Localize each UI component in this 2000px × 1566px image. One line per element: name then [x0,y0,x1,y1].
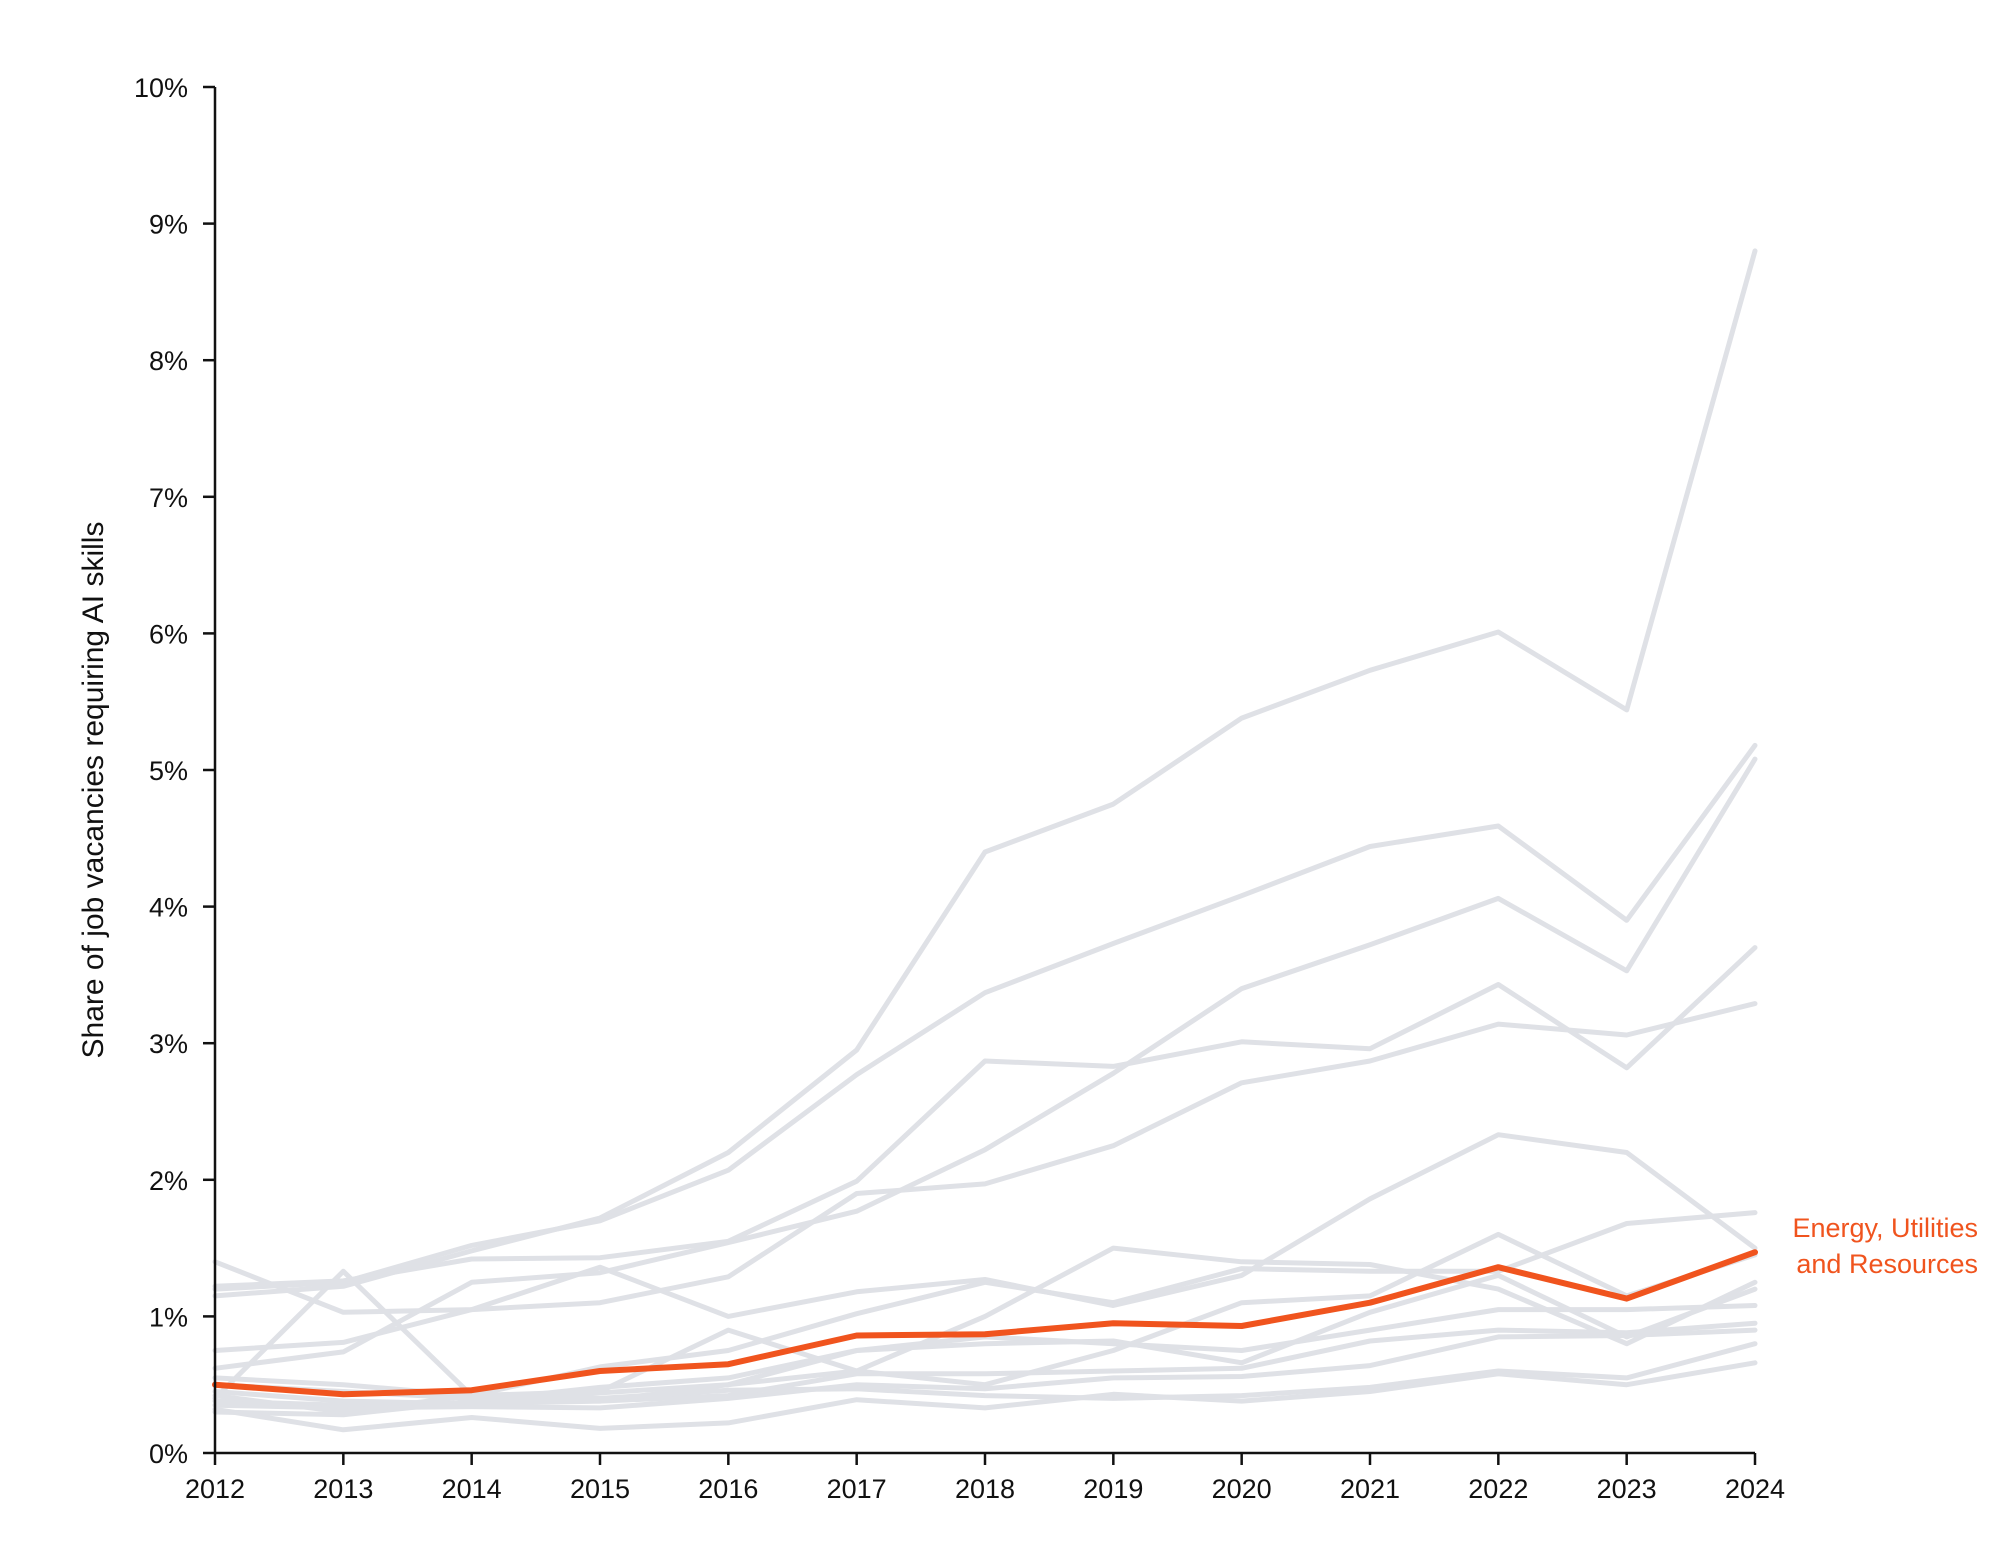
y-tick-label: 0% [149,1439,188,1469]
background-series-line-5 [212,756,1758,1371]
highlight-label-line: Energy, Utilities [1792,1213,1978,1243]
x-tick-label: 2024 [1725,1474,1785,1504]
background-series-line-10 [212,1272,1758,1408]
background-series-line-14 [212,1341,1758,1415]
y-tick-label: 10% [134,73,188,103]
highlight-series-group [212,1249,1758,1398]
y-tick-label: 2% [149,1166,188,1196]
x-tick-label: 2022 [1468,1474,1528,1504]
y-axis-ticks: 0% 1% 2% 3% 4% 5% 6% 7% 8% 9% 10% [134,73,215,1469]
x-tick-label: 2016 [698,1474,758,1504]
y-axis-title: Share of job vacancies requiring AI skil… [77,522,110,1059]
x-tick-label: 2019 [1083,1474,1143,1504]
background-series-line-2 [212,742,1758,1292]
y-tick-label: 7% [149,483,188,513]
highlight-series-label: Energy, Utilities and Resources [1792,1213,1978,1279]
y-tick-label: 1% [149,1302,188,1332]
background-series-line-15 [212,1360,1758,1433]
x-tick-label: 2021 [1340,1474,1400,1504]
x-tick-label: 2013 [313,1474,373,1504]
x-tick-label: 2023 [1597,1474,1657,1504]
x-tick-label: 2015 [570,1474,630,1504]
background-series-line-12 [212,1320,1758,1404]
x-tick-label: 2014 [442,1474,502,1504]
x-axis-ticks: 2012 2013 2014 2015 2016 2017 2018 2019 2020 2021… [185,1453,1785,1504]
background-series-line-6 [212,1132,1758,1319]
x-tick-label: 2012 [185,1474,245,1504]
background-series-group [212,248,1758,1433]
background-series-line-3 [212,945,1758,1289]
y-tick-label: 6% [149,619,188,649]
x-tick-label: 2018 [955,1474,1015,1504]
y-tick-label: 8% [149,346,188,376]
background-series-line-1 [212,248,1758,1299]
x-tick-label: 2020 [1212,1474,1272,1504]
highlight-label-line: and Resources [1796,1249,1978,1279]
y-tick-label: 3% [149,1029,188,1059]
highlight-series-line [212,1249,1758,1398]
x-tick-label: 2017 [827,1474,887,1504]
background-series-line-13 [212,1327,1758,1411]
y-tick-label: 9% [149,210,188,240]
y-tick-label: 5% [149,756,188,786]
y-tick-label: 4% [149,893,188,923]
